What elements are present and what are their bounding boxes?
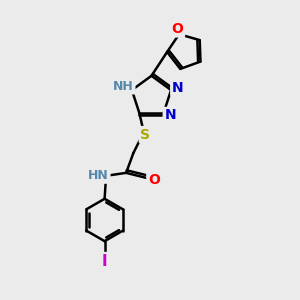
Text: N: N <box>164 108 176 122</box>
Text: N: N <box>172 81 183 95</box>
Text: I: I <box>102 254 107 269</box>
Text: HN: HN <box>88 169 109 182</box>
Text: S: S <box>140 128 150 142</box>
Text: O: O <box>172 22 184 36</box>
Text: NH: NH <box>113 80 134 93</box>
Text: O: O <box>148 172 160 187</box>
